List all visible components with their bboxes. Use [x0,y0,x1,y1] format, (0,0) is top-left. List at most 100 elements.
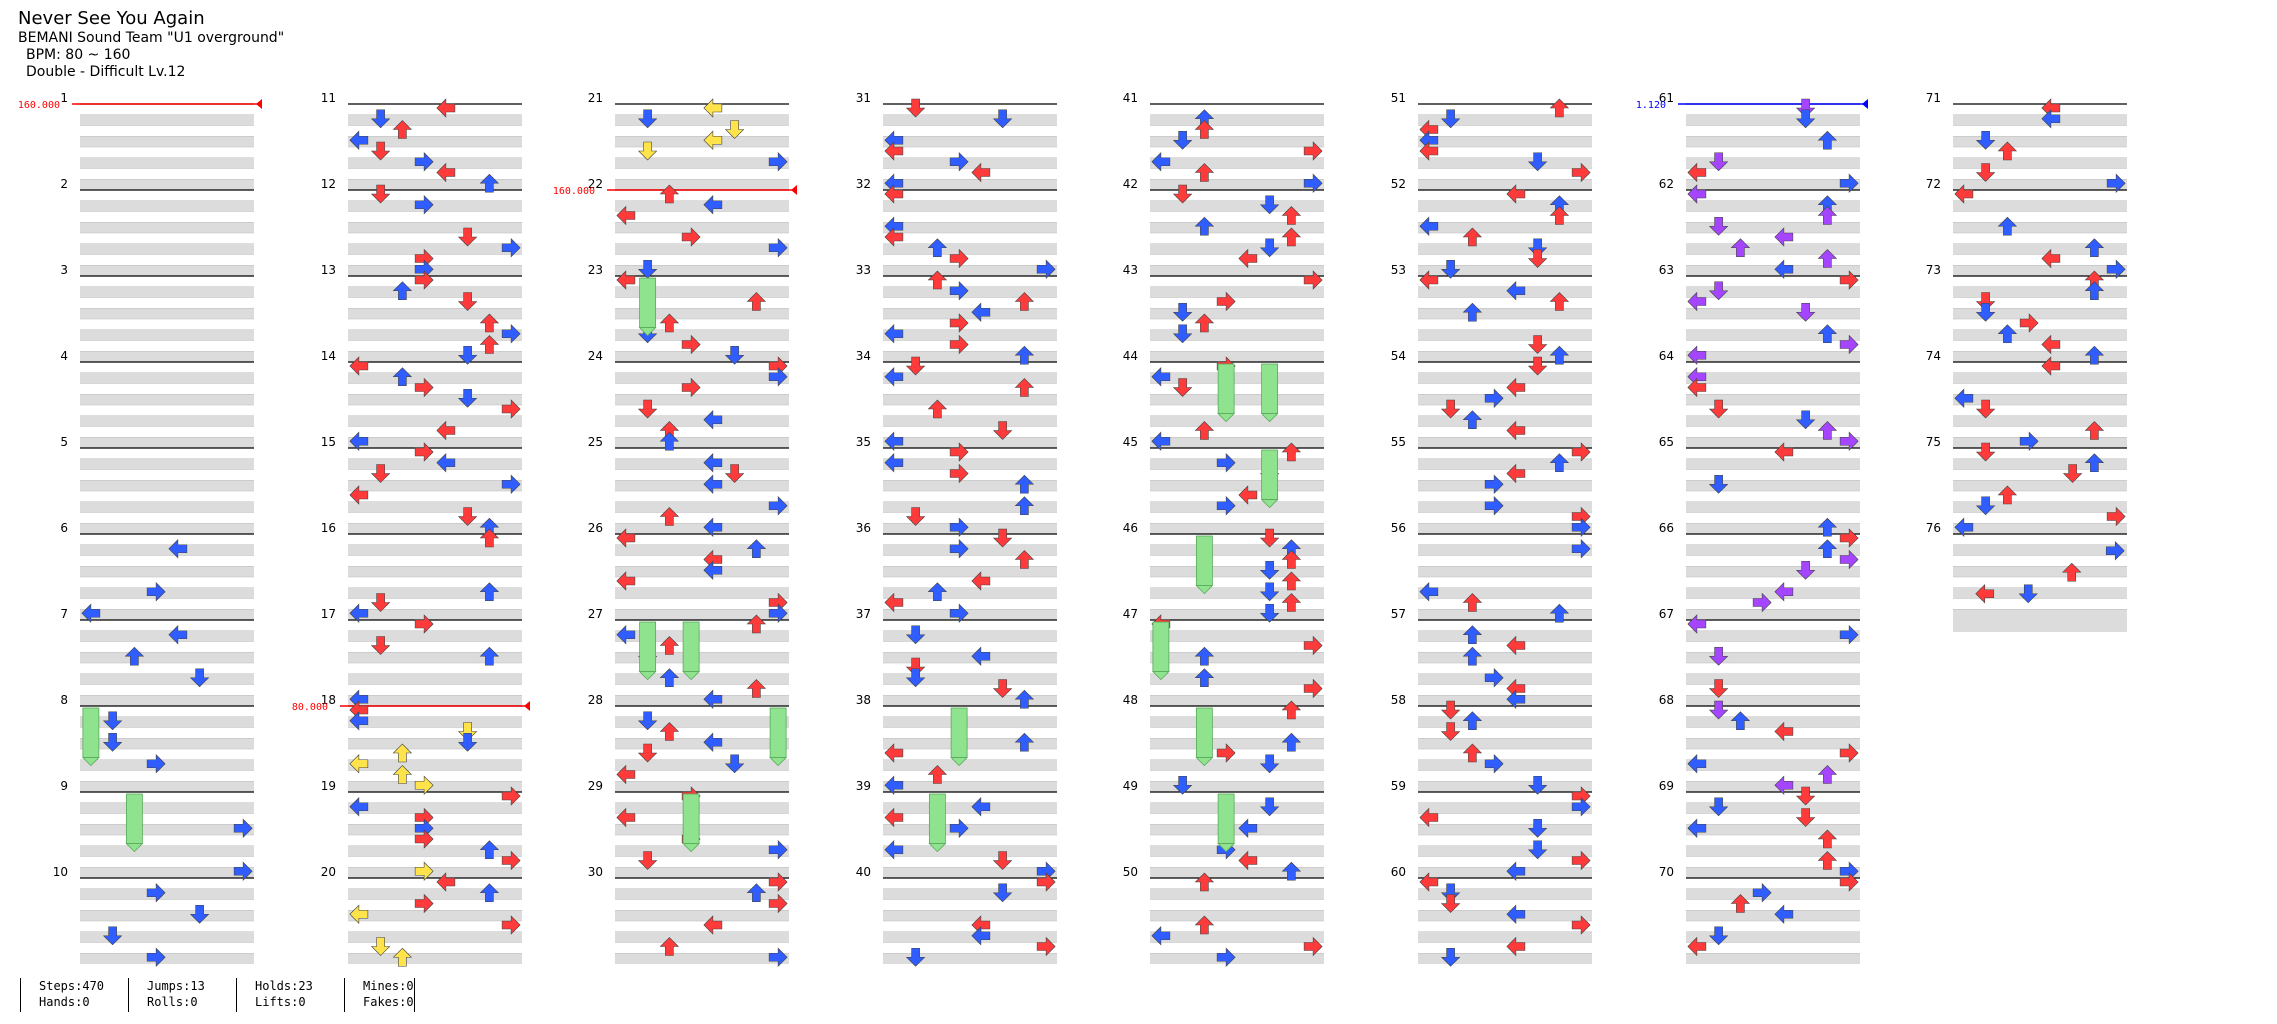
measure-75: 75 [1926,435,2127,534]
step-arrow [436,98,456,118]
step-arrow [2041,109,2061,129]
arrow-shape [1194,216,1215,236]
step-arrow [884,807,904,828]
step-arrow [884,367,904,387]
beat-band [1953,222,2127,233]
step-arrow [1259,238,1280,258]
beat-band [615,372,789,384]
beat-band [348,372,522,384]
arrow-shape [1774,259,1794,279]
arrow-shape [1795,410,1816,430]
beat-band [1150,114,1324,126]
arrow-shape [1571,442,1591,462]
arrow-shape [2084,453,2105,473]
arrow-shape [703,410,723,430]
arrow-shape [884,743,904,763]
hold-note [639,277,657,328]
beat-band [1953,415,2127,427]
beat-band [1150,329,1324,341]
arrow-shape [2106,173,2126,193]
beat-band [883,265,1057,276]
step-arrow [349,711,369,731]
measure-12: 12 [321,177,522,276]
step-arrow [768,840,788,860]
step-arrow [1817,324,1838,344]
arrow-shape [1774,721,1794,742]
step-arrow [637,711,658,731]
beat-band [348,759,522,771]
step-arrow [1419,807,1439,828]
step-arrow [414,442,434,462]
beat-band [1686,716,1860,728]
step-arrow [703,915,723,935]
arrow-shape [146,582,166,602]
step-arrow [1687,818,1707,838]
step-arrow [1795,560,1816,580]
hold-tail [682,671,701,681]
beat-band [615,222,789,233]
step-arrow [746,292,767,311]
measure-number: 11 [321,91,336,105]
arrow-shape [1506,635,1526,656]
step-arrow [479,646,500,666]
step-arrow [1774,582,1794,602]
arrow-shape [189,668,210,688]
step-arrow [1571,850,1591,871]
arrow-shape [1303,173,1323,193]
step-arrow [1440,259,1461,279]
step-arrow [1484,388,1504,408]
beat-band [1953,544,2127,556]
step-arrow [2041,248,2061,269]
beat-band [615,458,789,470]
arrow-shape [392,947,413,967]
beat-band [1418,953,1592,964]
step-arrow [189,668,210,688]
beat-band [80,609,254,620]
beat-band [1418,931,1592,943]
step-arrow [1484,754,1504,774]
hold-note [125,793,143,844]
step-arrow [1527,152,1548,172]
step-arrow [1954,388,1974,408]
beat-band [883,781,1057,792]
beat-band [1418,222,1592,233]
step-arrow [659,937,680,956]
measure-71: 71 [1926,91,2127,190]
beat-band [1418,845,1592,857]
arrow-shape [1795,302,1816,322]
beat-band [1150,910,1324,921]
beat-band [348,910,522,921]
beat-band [615,437,789,448]
beat-band [1418,630,1592,642]
arrow-shape [1975,163,1996,182]
hold-note [1217,363,1235,414]
step-arrow [971,797,991,817]
arrow-shape [479,173,500,193]
stat-col-mines: Mines:0 Fakes:0 [344,978,415,1012]
measure-number: 56 [1391,521,1406,535]
measure-number: 48 [1123,693,1138,707]
arrow-shape [1817,539,1838,559]
hold-tail [1217,413,1236,423]
step-arrow [1975,496,1996,516]
beat-band [1686,566,1860,577]
step-arrow [768,603,788,623]
step-arrow [479,840,500,860]
arrow-shape [349,797,369,817]
beat-band [883,738,1057,749]
step-arrow [1462,625,1483,645]
step-arrow [1194,163,1215,182]
arrow-shape [949,603,969,623]
beat-band [883,243,1057,255]
beat-band [883,415,1057,427]
step-arrow [1795,302,1816,322]
arrow-shape [1238,850,1258,871]
arrow-shape [1997,216,2018,236]
arrow-shape [884,807,904,828]
beat-band [1418,587,1592,599]
arrow-shape [992,851,1013,870]
arrow-shape [1194,163,1215,182]
step-arrow [1281,700,1302,720]
arrow-shape [81,603,101,623]
measure-48: 48 [1123,693,1324,792]
